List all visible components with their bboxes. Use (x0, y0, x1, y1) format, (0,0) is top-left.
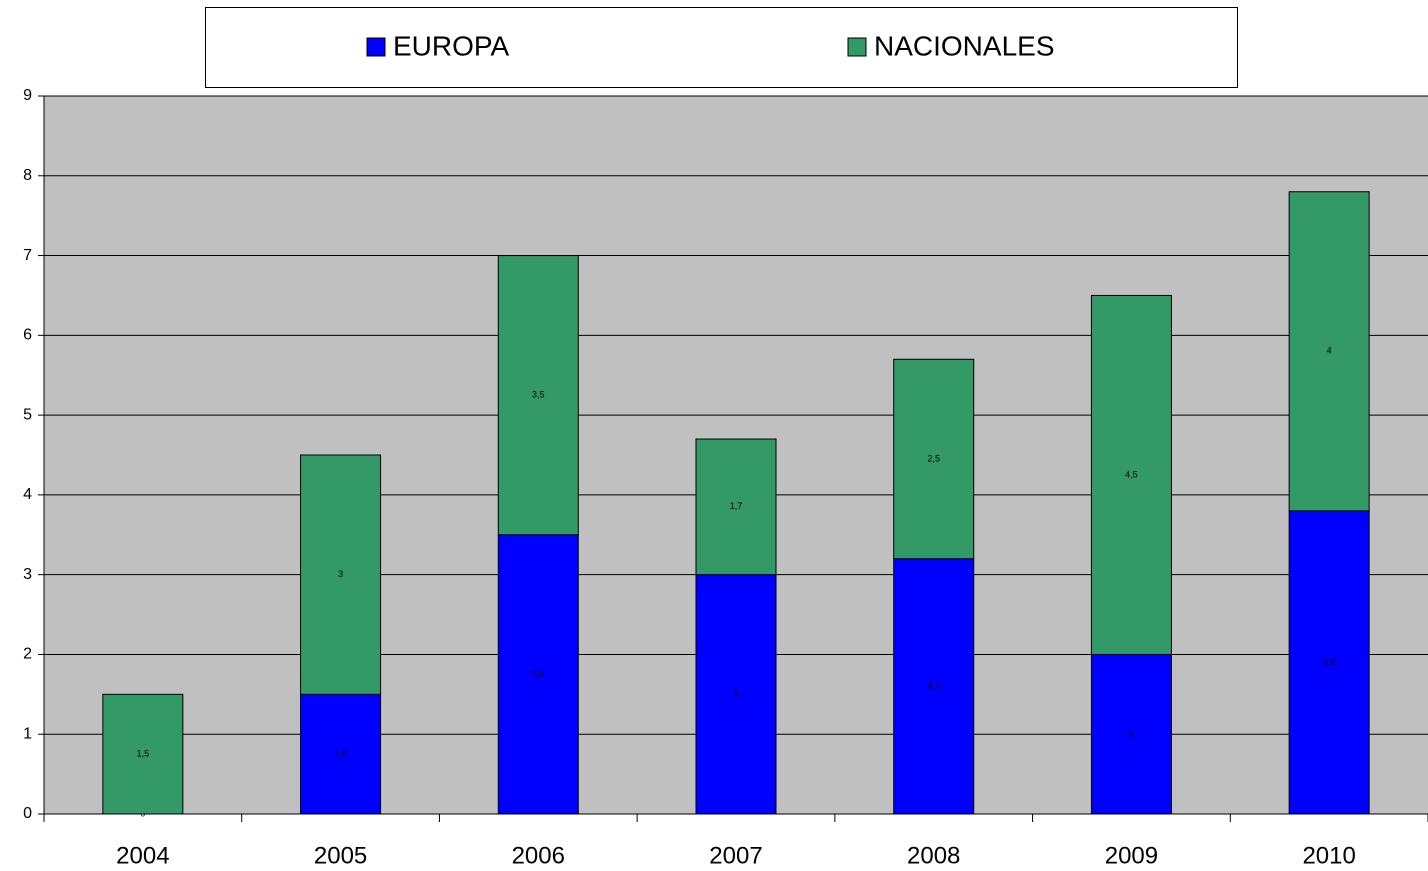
data-label: 1,5 (137, 749, 150, 759)
y-tick-label: 8 (23, 167, 32, 184)
data-label: 2 (1129, 729, 1134, 739)
data-label: 3,5 (532, 390, 545, 400)
bar-segment (300, 454, 382, 695)
legend-label: EUROPA (393, 30, 509, 61)
data-label: 3 (338, 569, 343, 579)
bar-segment (497, 534, 579, 815)
y-tick-label: 9 (23, 87, 32, 104)
x-tick-label: 2009 (1105, 842, 1158, 869)
bar-segment (497, 255, 579, 536)
y-tick-label: 2 (23, 646, 32, 663)
y-tick-label: 4 (23, 486, 32, 503)
y-tick-label: 0 (23, 805, 32, 822)
bar-segment (300, 693, 382, 815)
bar-segment (102, 693, 184, 815)
legend-swatch (847, 37, 867, 57)
bar-segment (695, 574, 777, 815)
bar-segment (893, 558, 975, 815)
y-tick-label: 6 (23, 327, 32, 344)
data-label: 3,8 (1323, 657, 1336, 667)
data-label: 1,5 (334, 749, 347, 759)
x-tick-label: 2007 (709, 842, 762, 869)
x-tick-label: 2004 (116, 842, 169, 869)
data-label: 1,7 (730, 501, 743, 511)
y-tick-label: 5 (23, 406, 32, 423)
x-tick-label: 2005 (314, 842, 367, 869)
bar-segment (1288, 191, 1370, 512)
bar-segment (1090, 653, 1172, 815)
bar-segment (1288, 510, 1370, 815)
bar-segment (695, 438, 777, 576)
bar-segment (1090, 294, 1172, 655)
legend (205, 7, 1238, 88)
legend-label: NACIONALES (874, 30, 1055, 61)
data-label: 4,5 (1125, 469, 1138, 479)
y-tick-label: 1 (23, 725, 32, 742)
y-tick-label: 3 (23, 566, 32, 583)
bar-segment (893, 358, 975, 560)
y-tick-label: 7 (23, 247, 32, 264)
data-label: 4 (1327, 346, 1332, 356)
data-label: 3 (733, 689, 738, 699)
x-tick-label: 2006 (512, 842, 565, 869)
data-label: 3,2 (927, 681, 940, 691)
x-tick-label: 2010 (1302, 842, 1355, 869)
legend-swatch (366, 37, 386, 57)
data-label: 3,5 (532, 669, 545, 679)
data-label: 2,5 (927, 453, 940, 463)
x-tick-label: 2008 (907, 842, 960, 869)
